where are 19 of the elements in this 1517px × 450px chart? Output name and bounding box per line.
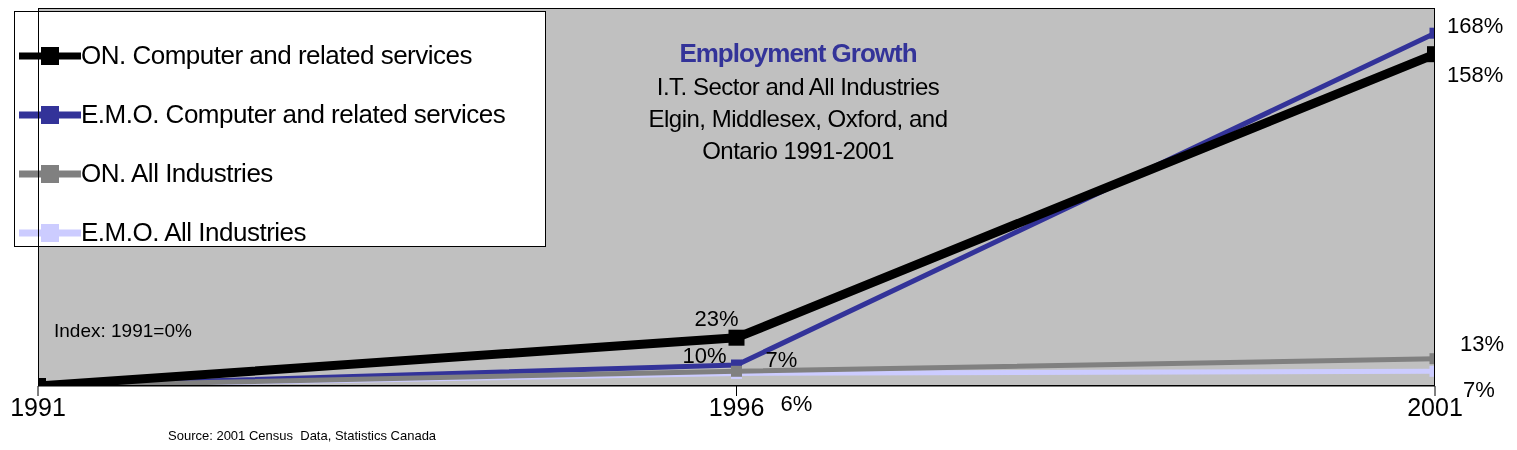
data-label: 10% [682, 342, 727, 368]
chart-title: Employment Growth [678, 38, 918, 69]
source-note: Source: 2001 Census Data, Statistics Canada [168, 428, 437, 443]
x-tick-label: 1996 [708, 392, 765, 421]
x-tick-label: 1991 [10, 392, 66, 421]
data-label: 7% [765, 347, 798, 373]
data-label: 23% [694, 305, 739, 331]
legend-label: ON. Computer and related services [81, 40, 473, 71]
data-label: 13% [1460, 330, 1505, 356]
annotation: Index: 1991=0% [54, 320, 192, 342]
legend-label: E.M.O. All Industries [81, 217, 307, 248]
legend-label: ON. All Industries [81, 158, 273, 189]
data-label: 7% [1463, 377, 1495, 403]
text: I.T. Sector and All Industries Elgin, Middlesex, Oxford, and Ontario 1991-2001 [647, 73, 949, 165]
data-label: 6% [780, 391, 813, 417]
data-label: 158% [1447, 62, 1504, 88]
legend-label: E.M.O. Computer and related services [81, 99, 506, 130]
data-label: 168% [1447, 13, 1504, 39]
x-tick-label: 2001 [1407, 392, 1463, 421]
